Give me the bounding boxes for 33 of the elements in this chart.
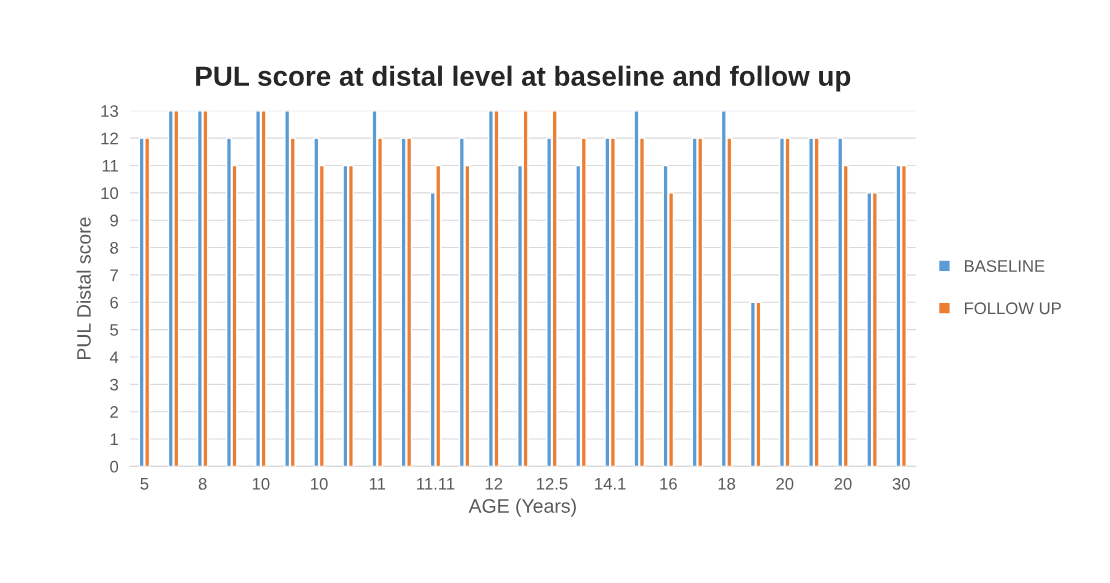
x-tick-label: 12	[485, 477, 503, 490]
y-tick-label: 12	[101, 132, 118, 145]
x-tick-label: 11.11	[417, 478, 455, 490]
y-tick-label: 3	[110, 378, 119, 391]
x-tick-label: 30	[892, 477, 910, 490]
x-tick-label: 18	[718, 477, 736, 490]
legend-label: FOLLOW UP	[964, 302, 1061, 315]
x-tick-label: 14.1	[595, 478, 626, 490]
x-tick-label: 16	[660, 477, 677, 490]
y-tick-label: 8	[110, 241, 119, 254]
x-tick-label: 10	[311, 477, 328, 490]
x-tick-label: 12.5	[536, 477, 568, 490]
y-tick-label: 2	[110, 406, 118, 418]
y-tick-label: 6	[110, 296, 119, 309]
x-tick-label: 11	[369, 478, 386, 490]
y-tick-label: 5	[110, 324, 119, 336]
x-axis-title: AGE (Years)	[468, 498, 576, 517]
x-tick-label: 20	[834, 477, 852, 490]
y-tick-label: 7	[110, 269, 118, 281]
x-tick-label: 20	[776, 477, 794, 490]
y-tick-label: 0	[110, 460, 119, 473]
y-axis-title: PUL Distal score	[76, 217, 91, 360]
y-tick-label: 1	[110, 433, 118, 446]
x-tick-label: 8	[198, 477, 207, 490]
x-tick-label: 10	[252, 477, 270, 490]
y-tick-label: 10	[101, 187, 119, 200]
x-tick-label: 5	[140, 478, 149, 490]
legend-label: BASELINE	[964, 260, 1045, 272]
y-tick-label: 11	[102, 160, 118, 172]
chart-title: PUL score at distal level at baseline and follow up	[196, 65, 851, 92]
y-tick-label: 13	[101, 105, 119, 117]
y-tick-label: 9	[110, 214, 118, 227]
y-tick-label: 4	[109, 351, 119, 364]
